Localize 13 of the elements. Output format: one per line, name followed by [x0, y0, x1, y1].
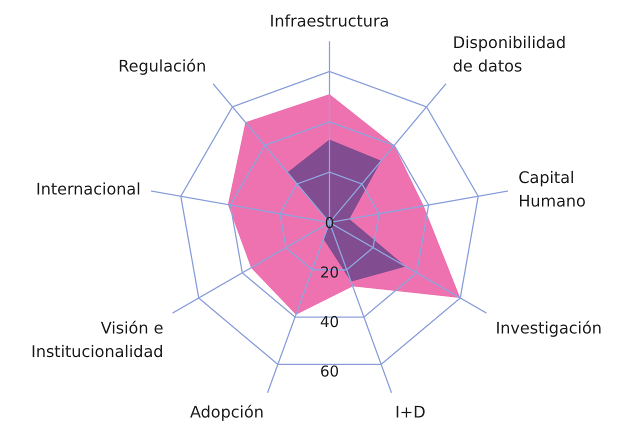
y-tick-label: 0 [324, 214, 334, 232]
y-tick-label: 20 [320, 264, 340, 282]
spoke-label: Capital Humano [518, 168, 586, 211]
spoke-label: Visión e Institucionalidad [31, 318, 164, 362]
spoke-label: I+D [395, 402, 426, 422]
spoke-label: Regulación [118, 56, 206, 76]
spoke-label: Investigación [496, 318, 602, 338]
spoke-label: Disponibilidad de datos [452, 32, 566, 76]
spoke-label: Adopción [190, 402, 264, 422]
y-tick-label: 60 [320, 362, 340, 381]
y-tick-label: 40 [320, 313, 340, 332]
spoke-label: Infraestructura [270, 12, 390, 31]
spoke-label: Internacional [36, 180, 141, 199]
